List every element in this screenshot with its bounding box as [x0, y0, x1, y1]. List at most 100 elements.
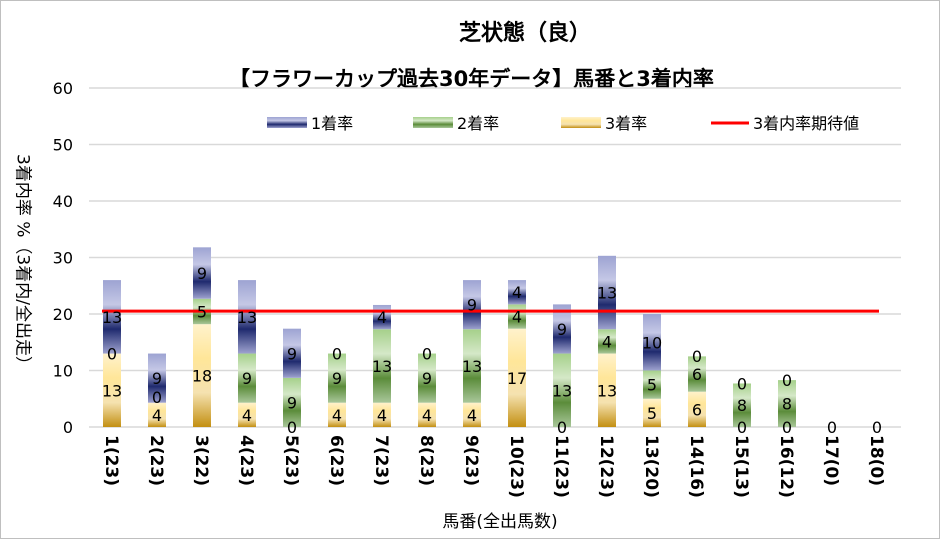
data-label: 18 — [192, 367, 212, 386]
y-tick-label: 40 — [53, 192, 73, 211]
x-tick-label: 16(12) — [776, 435, 796, 498]
x-tick-label: 7(23) — [371, 435, 391, 486]
data-label: 4 — [377, 308, 387, 327]
data-label: 9 — [152, 369, 162, 388]
bar-segment — [238, 402, 256, 427]
data-label: 4 — [467, 406, 477, 425]
x-tick-label: 10(23) — [506, 435, 526, 498]
bar-segment — [643, 370, 661, 399]
data-label: 0 — [332, 345, 342, 364]
x-tick-label: 3(22) — [191, 435, 211, 486]
bar-segment — [553, 304, 571, 354]
data-label: 13 — [237, 308, 257, 327]
bar-segment — [598, 329, 616, 354]
bar-segment — [688, 391, 706, 427]
data-label: 13 — [372, 357, 392, 376]
bar-segment — [643, 398, 661, 427]
data-label: 5 — [647, 376, 657, 395]
legend-label: 1着率 — [311, 114, 353, 133]
x-tick-label: 18(0) — [866, 435, 886, 486]
data-label: 13 — [552, 381, 572, 400]
data-label: 0 — [782, 418, 792, 437]
bar-segment — [463, 329, 481, 403]
data-label: 0 — [692, 347, 702, 366]
bar-segment — [103, 280, 121, 354]
bar-segment — [193, 247, 211, 299]
data-label: 13 — [102, 381, 122, 400]
y-tick-label: 50 — [53, 136, 73, 155]
data-label: 13 — [462, 357, 482, 376]
x-tick-label: 14(16) — [686, 435, 706, 498]
data-label: 0 — [737, 374, 747, 393]
legend-label: 3着率 — [605, 114, 647, 133]
data-label: 9 — [467, 296, 477, 315]
data-label: 13 — [597, 381, 617, 400]
legend-label: 2着率 — [457, 114, 499, 133]
bar-segment — [553, 353, 571, 427]
x-tick-label: 4(23) — [236, 435, 256, 486]
data-label: 9 — [557, 320, 567, 339]
bar-segment — [508, 280, 526, 305]
x-tick-label: 6(23) — [326, 435, 346, 486]
data-label: 9 — [242, 369, 252, 388]
bar-segment — [238, 280, 256, 354]
x-tick-label: 13(20) — [641, 435, 661, 498]
data-label: 4 — [512, 308, 522, 327]
bar-segment — [733, 383, 751, 427]
data-label: 10 — [642, 333, 662, 352]
bar-segment — [688, 356, 706, 392]
y-tick-label: 10 — [53, 362, 73, 381]
data-label: 0 — [737, 418, 747, 437]
y-tick-label: 60 — [53, 79, 73, 98]
data-label: 17 — [507, 369, 527, 388]
x-tick-label: 5(23) — [281, 435, 301, 486]
bar-segment — [463, 402, 481, 427]
chart-subtitle: 【フラワーカップ過去30年データ】馬番と3着内率 — [229, 67, 714, 91]
bar-segment — [373, 329, 391, 403]
x-tick-label: 15(13) — [731, 435, 751, 498]
x-tick-label: 9(23) — [461, 435, 481, 486]
data-label: 0 — [287, 418, 297, 437]
bar-segment — [373, 402, 391, 427]
data-label: 5 — [197, 302, 207, 321]
data-label: 13 — [102, 308, 122, 327]
data-label: 8 — [737, 396, 747, 415]
data-label: 5 — [647, 404, 657, 423]
legend-swatch — [413, 117, 453, 128]
bar-segment — [238, 353, 256, 403]
data-label: 0 — [557, 418, 567, 437]
x-tick-label: 17(0) — [821, 435, 841, 486]
bar-segment — [148, 353, 166, 403]
data-label: 0 — [152, 388, 162, 407]
data-label: 9 — [422, 369, 432, 388]
bar-segment — [193, 324, 211, 427]
data-label: 4 — [512, 283, 522, 302]
data-label: 4 — [332, 406, 342, 425]
data-label: 8 — [782, 395, 792, 414]
bar-segment — [418, 353, 436, 403]
data-label: 9 — [287, 344, 297, 363]
bar-segment — [328, 353, 346, 403]
bar-segment — [643, 314, 661, 371]
data-label: 6 — [692, 400, 702, 419]
x-axis-label: 馬番(全出馬数) — [442, 512, 558, 532]
x-tick-label: 8(23) — [416, 435, 436, 486]
data-label: 4 — [377, 406, 387, 425]
legend-swatch — [267, 117, 307, 128]
x-tick-label: 1(23) — [101, 435, 121, 486]
y-tick-label: 20 — [53, 305, 73, 324]
legend-label: 3着内率期待値 — [753, 114, 859, 133]
bar-segment — [508, 328, 526, 427]
bar-segment — [103, 353, 121, 427]
data-label: 0 — [872, 418, 882, 437]
data-label: 4 — [602, 332, 612, 351]
bar-segment — [283, 328, 301, 378]
x-tick-label: 2(23) — [146, 435, 166, 486]
y-tick-label: 0 — [63, 418, 73, 437]
x-tick-label: 12(23) — [596, 435, 616, 498]
data-label: 9 — [197, 264, 207, 283]
bar-segment — [463, 280, 481, 330]
data-label: 4 — [242, 406, 252, 425]
data-label: 9 — [287, 393, 297, 412]
